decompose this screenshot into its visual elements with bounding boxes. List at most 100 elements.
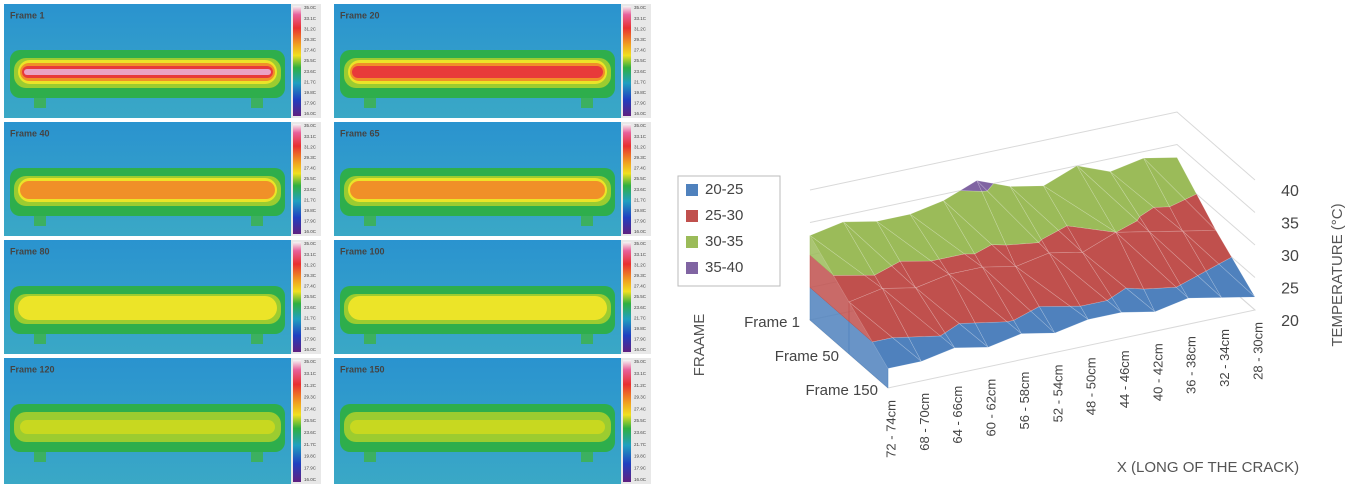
colorbar-label: 19.8C — [634, 90, 647, 95]
colorbar-label: 16.0C — [304, 229, 317, 234]
z-tick-label: 40 — [1281, 183, 1299, 200]
thermal-panel: Frame 12035.0C33.1C31.2C29.3C27.4C25.5C2… — [4, 358, 321, 484]
colorbar-label: 23.6C — [634, 187, 647, 192]
colorbar-label: 25.5C — [304, 176, 317, 181]
colorbar-label: 35.0C — [304, 359, 317, 364]
colorbar-label: 16.0C — [304, 347, 317, 352]
colorbar-label: 29.3C — [304, 273, 317, 278]
object-foot — [34, 98, 46, 108]
object-foot — [34, 334, 46, 344]
colorbar-label: 31.2C — [634, 26, 647, 31]
colorbar-label: 35.0C — [634, 5, 647, 10]
object-foot — [364, 334, 376, 344]
colorbar-label: 31.2C — [304, 26, 317, 31]
depth-tick-label: Frame 50 — [775, 348, 839, 365]
object-hot — [20, 181, 275, 199]
z-tick-label: 35 — [1281, 216, 1299, 233]
colorbar-label: 27.4C — [634, 284, 647, 289]
colorbar-label: 29.3C — [304, 37, 317, 42]
colorbar-label: 31.2C — [304, 262, 317, 267]
colorbar-label: 23.6C — [634, 430, 647, 435]
colorbar-label: 19.8C — [304, 90, 317, 95]
thermal-grid: Frame 1 35.0C 33.1C 31.2C 29.3C 27.4C 25.5C 23.… — [4, 4, 651, 484]
colorbar-label: 33.1C — [304, 252, 317, 257]
legend-swatch — [686, 236, 698, 248]
x-tick-label: 72 - 74cm — [883, 400, 898, 458]
x-tick-label: 40 - 42cm — [1150, 343, 1165, 401]
thermal-panel: Frame 4035.0C33.1C31.2C29.3C27.4C25.5C23… — [4, 122, 321, 236]
colorbar-label: 19.8C — [634, 326, 647, 331]
object-foot — [364, 452, 376, 462]
colorbar-label: 19.8C — [634, 208, 647, 213]
colorbar-label: 27.4C — [304, 284, 317, 289]
colorbar-label: 33.1C — [304, 371, 317, 376]
x-tick-label: 68 - 70cm — [917, 393, 932, 451]
colorbar-label: 16.0C — [634, 347, 647, 352]
legend-swatch — [686, 262, 698, 274]
object-foot — [34, 452, 46, 462]
legend-label: 25-30 — [705, 207, 743, 224]
object-hot — [350, 181, 605, 199]
object-core — [20, 420, 275, 434]
x-tick-label: 56 - 58cm — [1017, 372, 1032, 430]
object-hot — [352, 66, 603, 78]
colorbar-label: 29.3C — [634, 155, 647, 160]
x-tick-label: 64 - 66cm — [950, 386, 965, 444]
colorbar-label: 25.5C — [634, 58, 647, 63]
colorbar-label: 33.1C — [634, 252, 647, 257]
colorbar — [623, 360, 631, 482]
object-foot — [251, 216, 263, 226]
object-core — [350, 420, 605, 434]
legend-label: 30-35 — [705, 233, 743, 250]
colorbar-label: 25.5C — [304, 294, 317, 299]
object-foot — [581, 452, 593, 462]
object-foot — [581, 216, 593, 226]
colorbar-label: 23.6C — [304, 69, 317, 74]
colorbar-label: 16.0C — [304, 111, 317, 116]
colorbar — [623, 124, 631, 234]
colorbar-label: 16.0C — [304, 477, 317, 482]
colorbar-label: 27.4C — [634, 406, 647, 411]
colorbar-label: 29.3C — [304, 155, 317, 160]
thermal-panel: Frame 10035.0C33.1C31.2C29.3C27.4C25.5C2… — [334, 240, 651, 354]
colorbar-label: 35.0C — [634, 123, 647, 128]
colorbar-label: 35.0C — [304, 241, 317, 246]
z-tick-label: 20 — [1281, 313, 1299, 330]
x-tick-label: 44 - 46cm — [1117, 350, 1132, 408]
thermal-panel: Frame 15035.0C33.1C31.2C29.3C27.4C25.5C2… — [334, 358, 651, 484]
colorbar-label: 17.9C — [634, 219, 647, 224]
z-tick-label: 30 — [1281, 248, 1299, 265]
colorbar-label: 29.3C — [304, 395, 317, 400]
colorbar — [293, 124, 301, 234]
colorbar-label: 23.6C — [304, 305, 317, 310]
thermal-panel: Frame 6535.0C33.1C31.2C29.3C27.4C25.5C23… — [334, 122, 651, 236]
colorbar-label: 31.2C — [634, 383, 647, 388]
depth-tick-label: Frame 1 — [744, 314, 800, 331]
depth-axis-title: FRAAME — [691, 314, 708, 377]
colorbar — [623, 242, 631, 352]
colorbar-label: 33.1C — [634, 134, 647, 139]
colorbar-label: 35.0C — [304, 5, 317, 10]
colorbar-label: 25.5C — [634, 418, 647, 423]
object-foot — [251, 452, 263, 462]
frame-label: Frame 20 — [340, 10, 380, 20]
frame-label: Frame 120 — [10, 364, 55, 374]
colorbar-label: 17.9C — [304, 101, 317, 106]
colorbar-label: 33.1C — [634, 371, 647, 376]
colorbar-label: 17.9C — [634, 101, 647, 106]
frame-label: Frame 40 — [10, 128, 50, 138]
colorbar-label: 17.9C — [304, 219, 317, 224]
frame-label: Frame 1 — [10, 10, 45, 20]
colorbar-label: 35.0C — [304, 123, 317, 128]
colorbar-label: 21.7C — [634, 197, 647, 202]
colorbar-label: 21.7C — [304, 197, 317, 202]
object-foot — [364, 98, 376, 108]
legend-swatch — [686, 184, 698, 196]
z-tick-label: 25 — [1281, 281, 1299, 298]
colorbar-label: 21.7C — [304, 79, 317, 84]
colorbar-label: 19.8C — [304, 208, 317, 213]
colorbar-label: 29.3C — [634, 395, 647, 400]
colorbar-label: 27.4C — [304, 48, 317, 53]
colorbar-label: 25.5C — [304, 58, 317, 63]
object-foot — [34, 216, 46, 226]
